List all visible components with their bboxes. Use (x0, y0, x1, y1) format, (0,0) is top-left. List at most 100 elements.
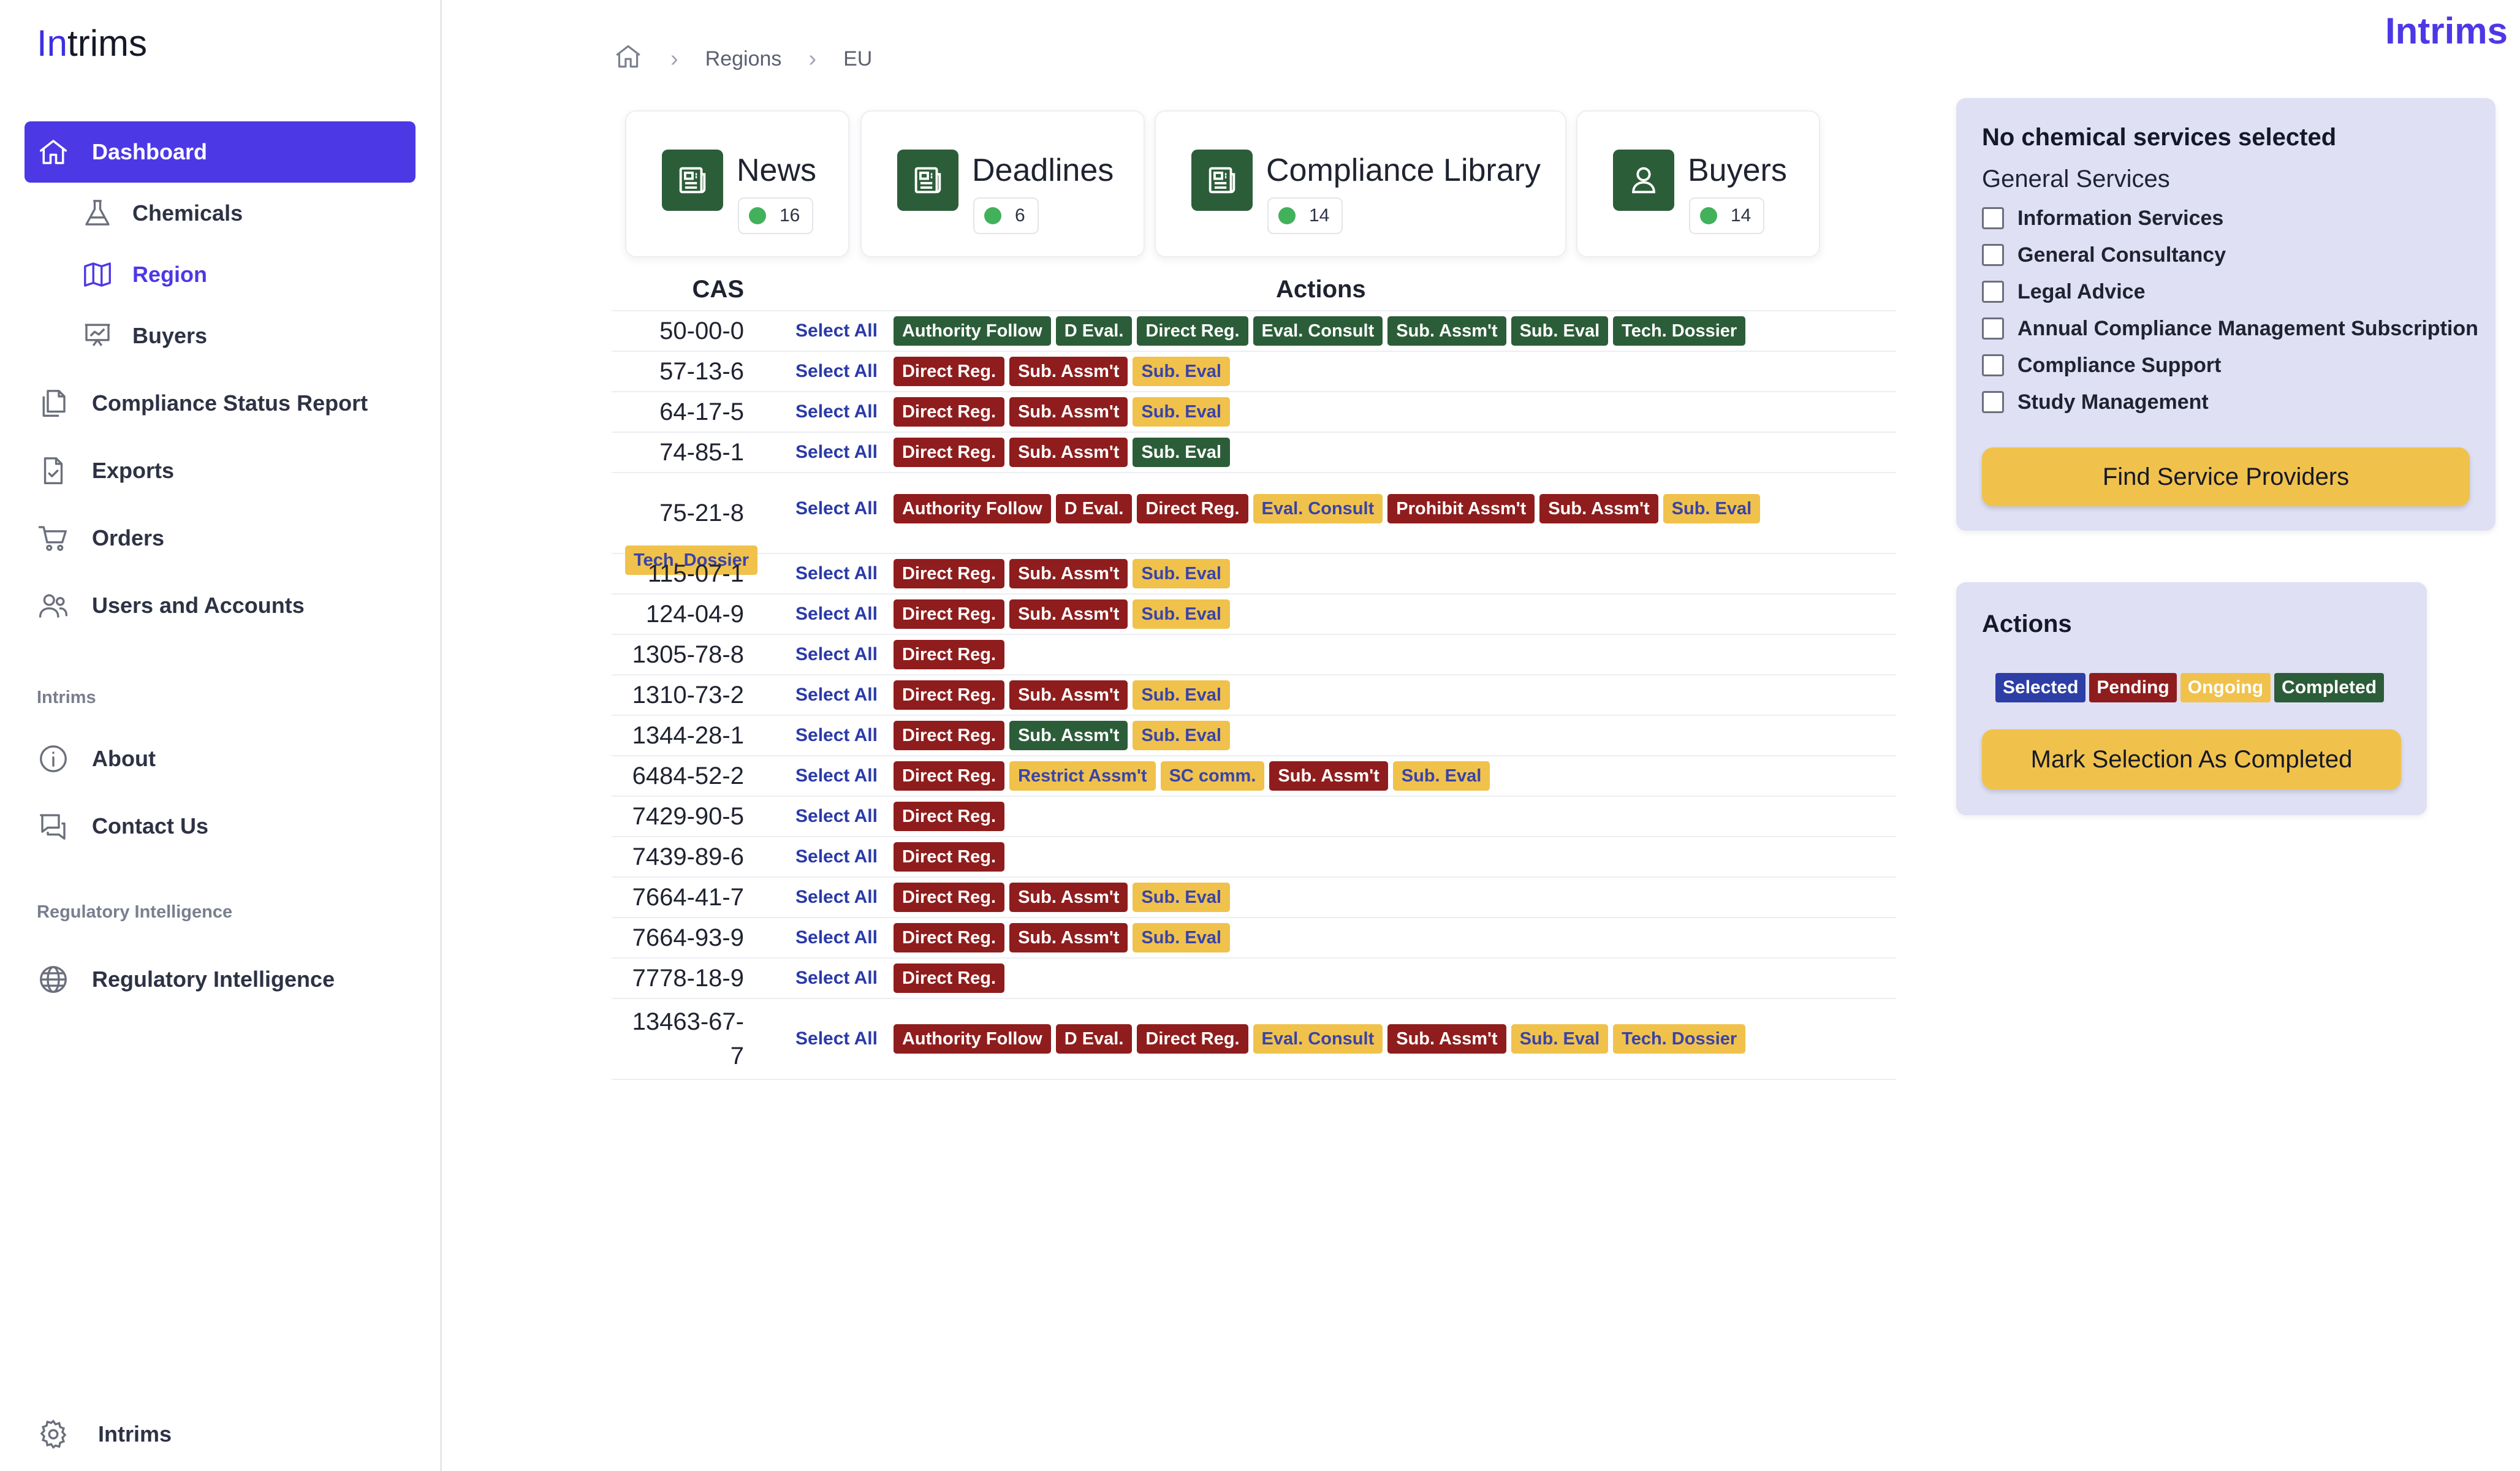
app-logo[interactable]: Intrims (37, 23, 148, 64)
action-tag[interactable]: D Eval. (1055, 316, 1133, 346)
action-tag[interactable]: Direct Reg. (893, 842, 1005, 872)
select-all-link[interactable]: Select All (795, 887, 878, 907)
select-all-link[interactable]: Select All (795, 806, 878, 826)
select-all-link[interactable]: Select All (795, 644, 878, 664)
action-tag[interactable]: Sub. Assm't (1387, 1024, 1506, 1054)
sidebar-item-contact-us[interactable]: Contact Us (25, 796, 416, 857)
sidebar-item-orders[interactable]: Orders (25, 507, 416, 569)
action-tag[interactable]: D Eval. (1055, 494, 1133, 523)
action-tag[interactable]: Direct Reg. (893, 883, 1005, 912)
action-tag[interactable]: Sub. Eval (1133, 680, 1230, 710)
action-tag[interactable]: Sub. Eval (1133, 559, 1230, 588)
checkbox[interactable] (1982, 244, 2004, 266)
action-tag[interactable]: Sub. Eval (1133, 599, 1230, 629)
select-all-link[interactable]: Select All (795, 442, 878, 462)
sidebar-item-region[interactable]: Region (67, 244, 416, 305)
action-tag[interactable]: Prohibit Assm't (1387, 494, 1535, 523)
action-tag[interactable]: Authority Follow (893, 494, 1051, 523)
action-tag[interactable]: Authority Follow (893, 1024, 1051, 1054)
action-tag[interactable]: Sub. Assm't (1009, 357, 1128, 386)
action-tag[interactable]: Sub. Assm't (1009, 680, 1128, 710)
checkbox[interactable] (1982, 281, 2004, 303)
action-tag[interactable]: Authority Follow (893, 316, 1051, 346)
checkbox[interactable] (1982, 317, 2004, 340)
select-all-link[interactable]: Select All (795, 725, 878, 745)
action-tag[interactable]: Sub. Eval (1133, 923, 1230, 952)
action-tag[interactable]: Direct Reg. (893, 680, 1005, 710)
find-service-providers-button[interactable]: Find Service Providers (1982, 447, 2470, 506)
sidebar-item-users-and-accounts[interactable]: Users and Accounts (25, 575, 416, 636)
action-tag[interactable]: Tech. Dossier (625, 545, 758, 575)
checkbox[interactable] (1982, 354, 2004, 376)
action-tag[interactable]: Direct Reg. (893, 721, 1005, 750)
service-option-study-management[interactable]: Study Management (1982, 386, 2209, 418)
action-tag[interactable]: Direct Reg. (1137, 1024, 1248, 1054)
sidebar-footer-settings[interactable]: Intrims (37, 1410, 172, 1459)
action-tag[interactable]: Direct Reg. (893, 559, 1005, 588)
breadcrumb-regions[interactable]: Regions (705, 47, 782, 70)
card-deadlines[interactable]: Deadlines 6 (860, 110, 1145, 257)
action-tag[interactable]: Direct Reg. (893, 802, 1005, 831)
action-tag[interactable]: Sub. Eval (1392, 761, 1490, 791)
action-tag[interactable]: Direct Reg. (893, 438, 1005, 467)
action-tag[interactable]: Tech. Dossier (1613, 316, 1746, 346)
action-tag[interactable]: Direct Reg. (893, 964, 1005, 993)
action-tag[interactable]: Sub. Assm't (1009, 599, 1128, 629)
action-tag[interactable]: Sub. Assm't (1009, 923, 1128, 952)
action-tag[interactable]: Direct Reg. (893, 761, 1005, 791)
action-tag[interactable]: Sub. Assm't (1009, 397, 1128, 427)
sidebar-item-exports[interactable]: Exports (25, 440, 416, 501)
action-tag[interactable]: Sub. Eval (1133, 438, 1230, 467)
service-option-legal-advice[interactable]: Legal Advice (1982, 276, 2145, 308)
action-tag[interactable]: Sub. Eval (1511, 1024, 1609, 1054)
action-tag[interactable]: Sub. Assm't (1009, 721, 1128, 750)
action-tag[interactable]: Direct Reg. (893, 640, 1005, 669)
home-icon[interactable] (613, 41, 643, 77)
action-tag[interactable]: Restrict Assm't (1009, 761, 1156, 791)
service-option-annual-compliance-management-subscription[interactable]: Annual Compliance Management Subscriptio… (1982, 313, 2478, 344)
action-tag[interactable]: Sub. Assm't (1009, 559, 1128, 588)
select-all-link[interactable]: Select All (795, 1028, 878, 1049)
action-tag[interactable]: Direct Reg. (1137, 494, 1248, 523)
action-tag[interactable]: Sub. Assm't (1009, 883, 1128, 912)
action-tag[interactable]: Sub. Eval (1511, 316, 1609, 346)
action-tag[interactable]: Sub. Eval (1663, 494, 1761, 523)
action-tag[interactable]: D Eval. (1055, 1024, 1133, 1054)
card-news[interactable]: News 16 (625, 110, 849, 257)
select-all-link[interactable]: Select All (795, 685, 878, 705)
action-tag[interactable]: Sub. Eval (1133, 397, 1230, 427)
action-tag[interactable]: Sub. Assm't (1009, 438, 1128, 467)
action-tag[interactable]: Direct Reg. (893, 599, 1005, 629)
action-tag[interactable]: Direct Reg. (893, 397, 1005, 427)
action-tag[interactable]: Tech. Dossier (1613, 1024, 1746, 1054)
action-tag[interactable]: Sub. Assm't (1269, 761, 1388, 791)
sidebar-item-compliance-status-report[interactable]: Compliance Status Report (25, 373, 416, 434)
action-tag[interactable]: Direct Reg. (893, 923, 1005, 952)
checkbox[interactable] (1982, 207, 2004, 229)
select-all-link[interactable]: Select All (795, 498, 878, 519)
action-tag[interactable]: Eval. Consult (1253, 1024, 1383, 1054)
service-option-general-consultancy[interactable]: General Consultancy (1982, 239, 2226, 271)
sidebar-item-buyers[interactable]: Buyers (67, 305, 416, 367)
select-all-link[interactable]: Select All (795, 604, 878, 624)
select-all-link[interactable]: Select All (795, 766, 878, 786)
select-all-link[interactable]: Select All (795, 968, 878, 988)
action-tag[interactable]: Sub. Eval (1133, 721, 1230, 750)
select-all-link[interactable]: Select All (795, 927, 878, 948)
sidebar-item-regulatory-intelligence[interactable]: Regulatory Intelligence (25, 949, 416, 1010)
mark-selection-completed-button[interactable]: Mark Selection As Completed (1982, 729, 2401, 789)
action-tag[interactable]: Eval. Consult (1253, 494, 1383, 523)
action-tag[interactable]: Sub. Eval (1133, 883, 1230, 912)
action-tag[interactable]: Direct Reg. (1137, 316, 1248, 346)
service-option-compliance-support[interactable]: Compliance Support (1982, 349, 2221, 381)
breadcrumb-eu[interactable]: EU (843, 47, 873, 70)
action-tag[interactable]: SC comm. (1160, 761, 1265, 791)
checkbox[interactable] (1982, 391, 2004, 413)
select-all-link[interactable]: Select All (795, 321, 878, 341)
action-tag[interactable]: Direct Reg. (893, 357, 1005, 386)
select-all-link[interactable]: Select All (795, 563, 878, 583)
card-compliance-library[interactable]: Compliance Library 14 (1155, 110, 1566, 257)
action-tag[interactable]: Sub. Eval (1133, 357, 1230, 386)
select-all-link[interactable]: Select All (795, 401, 878, 422)
service-option-information-services[interactable]: Information Services (1982, 202, 2223, 234)
